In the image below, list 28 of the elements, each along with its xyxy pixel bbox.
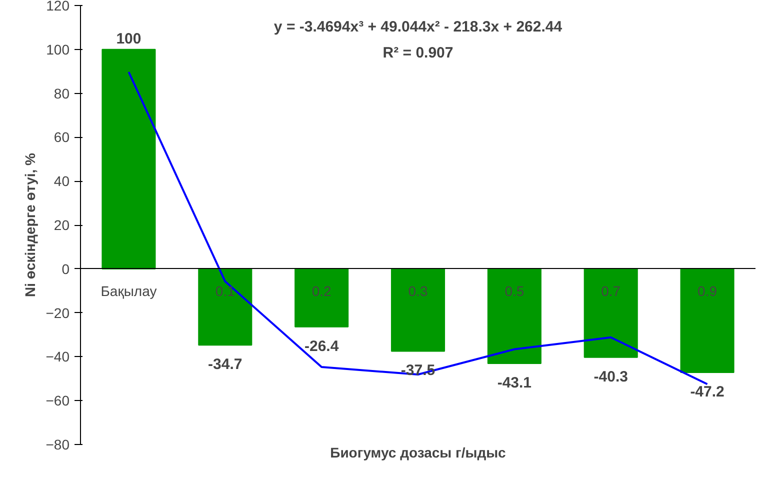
data-label: -40.3 bbox=[594, 368, 628, 386]
annotation: y = -3.4694x³ + 49.044x² - 218.3x + 262.44 bbox=[274, 18, 563, 36]
y-axis-title: Ni өскіндерге өтуі, % bbox=[22, 152, 38, 297]
y-tick-label: −40 bbox=[46, 348, 70, 365]
x-tick-label: 0.2 bbox=[312, 282, 332, 299]
x-tick-label: 0.5 bbox=[504, 282, 524, 299]
x-axis-title: Биогумус дозасы г/ыдыс bbox=[330, 444, 506, 460]
annotation: R² = 0.907 bbox=[382, 44, 454, 62]
data-label: -47.2 bbox=[690, 384, 724, 401]
y-tick-label: 60 bbox=[54, 129, 70, 146]
y-tick-label: 20 bbox=[54, 217, 70, 233]
y-tick-label: −60 bbox=[46, 392, 70, 409]
data-label: -26.4 bbox=[304, 338, 340, 355]
x-tick-label: 0.3 bbox=[408, 282, 428, 299]
y-tick-label: 0 bbox=[62, 260, 70, 277]
y-tick-label: −80 bbox=[46, 436, 70, 452]
x-tick-label: 0.1 bbox=[215, 282, 236, 299]
data-label: 100 bbox=[116, 30, 142, 48]
x-tick-label: Бақылау bbox=[100, 282, 157, 299]
x-tick-label: 0.9 bbox=[698, 282, 718, 299]
y-tick-label: 120 bbox=[46, 0, 70, 14]
y-tick-label: −20 bbox=[46, 304, 70, 321]
x-tick-label: 0.7 bbox=[601, 282, 621, 299]
data-label: -43.1 bbox=[497, 374, 532, 392]
y-tick-label: 80 bbox=[54, 85, 70, 102]
data-label: -34.7 bbox=[208, 356, 242, 374]
y-tick-label: 100 bbox=[46, 41, 70, 58]
y-tick-label: 40 bbox=[54, 173, 70, 190]
